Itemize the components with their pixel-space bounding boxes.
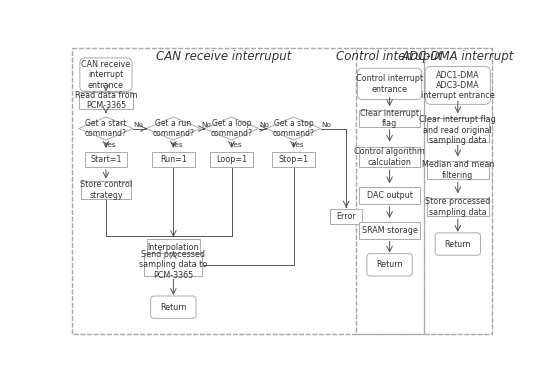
Polygon shape: [79, 117, 133, 140]
Text: Loop=1: Loop=1: [216, 155, 247, 164]
Bar: [359, 147, 420, 167]
Text: Get a run
command?: Get a run command?: [152, 119, 194, 138]
Text: Yes: Yes: [229, 143, 241, 149]
FancyBboxPatch shape: [435, 233, 481, 255]
Text: No: No: [321, 122, 331, 129]
Text: ADC-DMA interrupt: ADC-DMA interrupt: [402, 50, 514, 63]
FancyBboxPatch shape: [151, 296, 196, 318]
Text: SRAM storage: SRAM storage: [362, 226, 417, 235]
Bar: [427, 118, 489, 143]
Text: Clear interrupt flag
and read original
sampling data: Clear interrupt flag and read original s…: [420, 115, 496, 145]
Bar: [359, 222, 420, 239]
Text: Return: Return: [444, 240, 471, 248]
Text: CAN receive
interrupt
entrance: CAN receive interrupt entrance: [81, 60, 130, 90]
Text: Read data from
PCM-3365: Read data from PCM-3365: [75, 91, 138, 110]
Bar: [85, 152, 127, 167]
Polygon shape: [266, 117, 321, 140]
Text: Get a stop
command?: Get a stop command?: [272, 119, 315, 138]
Bar: [144, 253, 202, 276]
Text: Control algorithm
calculation: Control algorithm calculation: [354, 147, 425, 167]
Bar: [147, 239, 200, 255]
Text: ADC1-DMA
ADC3-DMA
interrupt entrance: ADC1-DMA ADC3-DMA interrupt entrance: [421, 71, 494, 100]
Text: CAN receive interruput: CAN receive interruput: [156, 50, 292, 63]
Text: Get a loop
command?: Get a loop command?: [211, 119, 252, 138]
Polygon shape: [146, 117, 201, 140]
Bar: [359, 110, 420, 127]
FancyBboxPatch shape: [367, 254, 412, 276]
Text: Yes: Yes: [172, 143, 183, 149]
Bar: [355, 48, 424, 334]
Bar: [210, 152, 253, 167]
Text: Get a start
command?: Get a start command?: [85, 119, 127, 138]
Bar: [152, 152, 195, 167]
Text: Interpolation: Interpolation: [147, 243, 199, 252]
Text: Send processed
sampling data to
PCM-3365: Send processed sampling data to PCM-3365: [139, 250, 207, 280]
Bar: [72, 48, 355, 334]
Text: Start=1: Start=1: [90, 155, 122, 164]
Text: Median and mean
filtering: Median and mean filtering: [422, 160, 494, 180]
FancyBboxPatch shape: [358, 68, 422, 99]
FancyBboxPatch shape: [425, 67, 491, 104]
Text: Clear interrupt
flag: Clear interrupt flag: [360, 109, 419, 128]
Bar: [359, 187, 420, 204]
Text: Yes: Yes: [104, 143, 116, 149]
Bar: [79, 92, 133, 109]
Text: Return: Return: [376, 260, 403, 269]
Text: No: No: [259, 122, 269, 129]
Text: No: No: [201, 122, 211, 129]
Bar: [330, 209, 362, 224]
Text: Yes: Yes: [292, 143, 303, 149]
Text: Error: Error: [336, 212, 356, 221]
FancyBboxPatch shape: [80, 58, 132, 91]
Text: No: No: [134, 122, 144, 129]
Text: Return: Return: [160, 303, 186, 311]
Text: Stop=1: Stop=1: [278, 155, 309, 164]
Text: Run=1: Run=1: [160, 155, 187, 164]
Text: Store processed
sampling data: Store processed sampling data: [425, 197, 491, 217]
Bar: [427, 161, 489, 179]
Bar: [427, 198, 489, 216]
Bar: [81, 181, 131, 199]
Polygon shape: [205, 117, 258, 140]
Text: DAC output: DAC output: [367, 191, 412, 200]
Text: Control interrupt
entrance: Control interrupt entrance: [356, 74, 423, 94]
Bar: [272, 152, 315, 167]
Text: Store control
strategy: Store control strategy: [80, 180, 132, 200]
Bar: [424, 48, 492, 334]
Text: Control interruput: Control interruput: [337, 50, 443, 63]
